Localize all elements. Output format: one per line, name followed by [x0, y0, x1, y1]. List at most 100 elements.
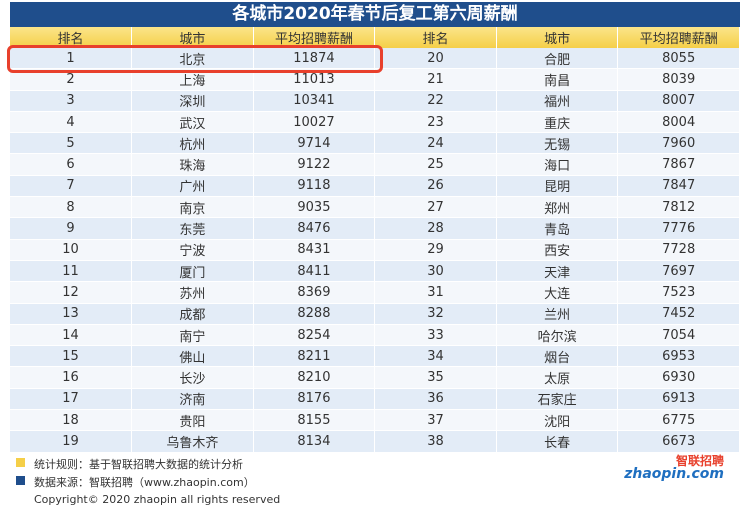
- table-cell: 青岛: [496, 217, 619, 240]
- table-cell: 36: [374, 388, 497, 411]
- table-cell: 4: [10, 111, 133, 134]
- table-cell: 25: [374, 153, 497, 176]
- table-cell: 8: [10, 196, 133, 219]
- header-cell: 城市: [131, 27, 254, 48]
- table-cell: 17: [10, 388, 133, 411]
- table-cell: 14: [10, 324, 133, 347]
- highlight-box: [7, 45, 383, 73]
- table-cell: 佛山: [131, 345, 254, 368]
- table-cell: 29: [374, 239, 497, 261]
- table-cell: 郑州: [496, 196, 619, 219]
- table-row: 4 武汉 10027 23 重庆 8004: [10, 111, 740, 134]
- table-cell: 广州: [131, 175, 254, 198]
- table-cell: 8254: [253, 324, 376, 347]
- table-cell: 8004: [617, 111, 740, 134]
- table-cell: 福州: [496, 90, 619, 112]
- table-cell: 7523: [617, 281, 740, 304]
- table-row: 19 乌鲁木齐 8134 38 长春 6673: [10, 430, 740, 453]
- table-cell: 8055: [617, 48, 740, 70]
- table-cell: 深圳: [131, 90, 254, 112]
- table-cell: 9: [10, 217, 133, 240]
- table-row: 1 北京 11874 20 合肥 8055: [10, 48, 740, 70]
- copyright: Copyright© 2020 zhaopin all rights reser…: [34, 493, 281, 506]
- header-cell: 城市: [496, 27, 619, 48]
- legend-square: [16, 458, 25, 467]
- table-cell: 16: [10, 366, 133, 389]
- table-cell: 27: [374, 196, 497, 219]
- table-cell: 苏州: [131, 281, 254, 304]
- table-row: 11 厦门 8411 30 天津 7697: [10, 260, 740, 283]
- table-cell: 杭州: [131, 132, 254, 155]
- table-cell: 昆明: [496, 175, 619, 198]
- table-cell: 10027: [253, 111, 376, 134]
- table-cell: 20: [374, 48, 497, 70]
- table-cell: 7452: [617, 303, 740, 325]
- legend-square: [16, 476, 25, 485]
- table-row: 5 杭州 9714 24 无锡 7960: [10, 132, 740, 155]
- table-cell: 9714: [253, 132, 376, 155]
- note: 统计规则：基于智联招聘大数据的统计分析: [34, 458, 243, 471]
- table-cell: 18: [10, 409, 133, 432]
- table-cell: 南宁: [131, 324, 254, 347]
- table-cell: 烟台: [496, 345, 619, 368]
- table-cell: 8411: [253, 260, 376, 283]
- table-row: 10 宁波 8431 29 西安 7728: [10, 239, 740, 261]
- table-row: 6 珠海 9122 25 海口 7867: [10, 153, 740, 176]
- table-cell: 8288: [253, 303, 376, 325]
- table-cell: 24: [374, 132, 497, 155]
- table-cell: 28: [374, 217, 497, 240]
- table-cell: 东莞: [131, 217, 254, 240]
- table-cell: 厦门: [131, 260, 254, 283]
- logo: 智联招聘 zhaopin.com: [624, 452, 726, 488]
- table-cell: 1: [10, 48, 133, 70]
- table-cell: 7867: [617, 153, 740, 176]
- table-cell: 23: [374, 111, 497, 134]
- table-row: 15 佛山 8211 34 烟台 6953: [10, 345, 740, 368]
- table-cell: 6913: [617, 388, 740, 411]
- note: 数据来源：智联招聘（www.zhaopin.com）: [34, 476, 255, 489]
- table-cell: 38: [374, 430, 497, 453]
- table-cell: 7960: [617, 132, 740, 155]
- table-cell: 无锡: [496, 132, 619, 155]
- table-cell: 8155: [253, 409, 376, 432]
- table-body: 1 北京 11874 20 合肥 8055 2 上海 11013 21 南昌 8039 3 深圳 10341…: [10, 48, 740, 453]
- table-cell: 26: [374, 175, 497, 198]
- table-row: 13 成都 8288 32 兰州 7452: [10, 303, 740, 325]
- table-cell: 6953: [617, 345, 740, 368]
- table-cell: 37: [374, 409, 497, 432]
- table-cell: 合肥: [496, 48, 619, 70]
- table-cell: 11013: [253, 68, 376, 91]
- table-cell: 南昌: [496, 68, 619, 91]
- table-cell: 11: [10, 260, 133, 283]
- title-bar: 各城市2020年春节后复工第六周薪酬: [10, 2, 740, 27]
- table-cell: 珠海: [131, 153, 254, 176]
- table-cell: 南京: [131, 196, 254, 219]
- table-cell: 32: [374, 303, 497, 325]
- table-cell: 9122: [253, 153, 376, 176]
- table-row: 8 南京 9035 27 郑州 7812: [10, 196, 740, 219]
- table-cell: 8039: [617, 68, 740, 91]
- salary-table: 排名 城市 平均招聘薪酬 排名 城市 平均招聘薪酬 1 北京 11874 20 合肥 8055 2 上海…: [10, 27, 740, 453]
- table-cell: 31: [374, 281, 497, 304]
- table-cell: 哈尔滨: [496, 324, 619, 347]
- table-cell: 6673: [617, 430, 740, 453]
- table-cell: 8176: [253, 388, 376, 411]
- table-cell: 6930: [617, 366, 740, 389]
- table-cell: 西安: [496, 239, 619, 261]
- header-cell: 平均招聘薪酬: [253, 27, 376, 48]
- table-cell: 济南: [131, 388, 254, 411]
- table-cell: 6: [10, 153, 133, 176]
- table-cell: 33: [374, 324, 497, 347]
- table-row: 7 广州 9118 26 昆明 7847: [10, 175, 740, 198]
- table-row: 9 东莞 8476 28 青岛 7776: [10, 217, 740, 240]
- table-cell: 7054: [617, 324, 740, 347]
- table-row: 3 深圳 10341 22 福州 8007: [10, 90, 740, 112]
- table-cell: 9118: [253, 175, 376, 198]
- table-cell: 沈阳: [496, 409, 619, 432]
- header-cell: 排名: [374, 27, 497, 48]
- table-row: 17 济南 8176 36 石家庄 6913: [10, 388, 740, 411]
- table-cell: 7812: [617, 196, 740, 219]
- table-cell: 2: [10, 68, 133, 91]
- table-cell: 9035: [253, 196, 376, 219]
